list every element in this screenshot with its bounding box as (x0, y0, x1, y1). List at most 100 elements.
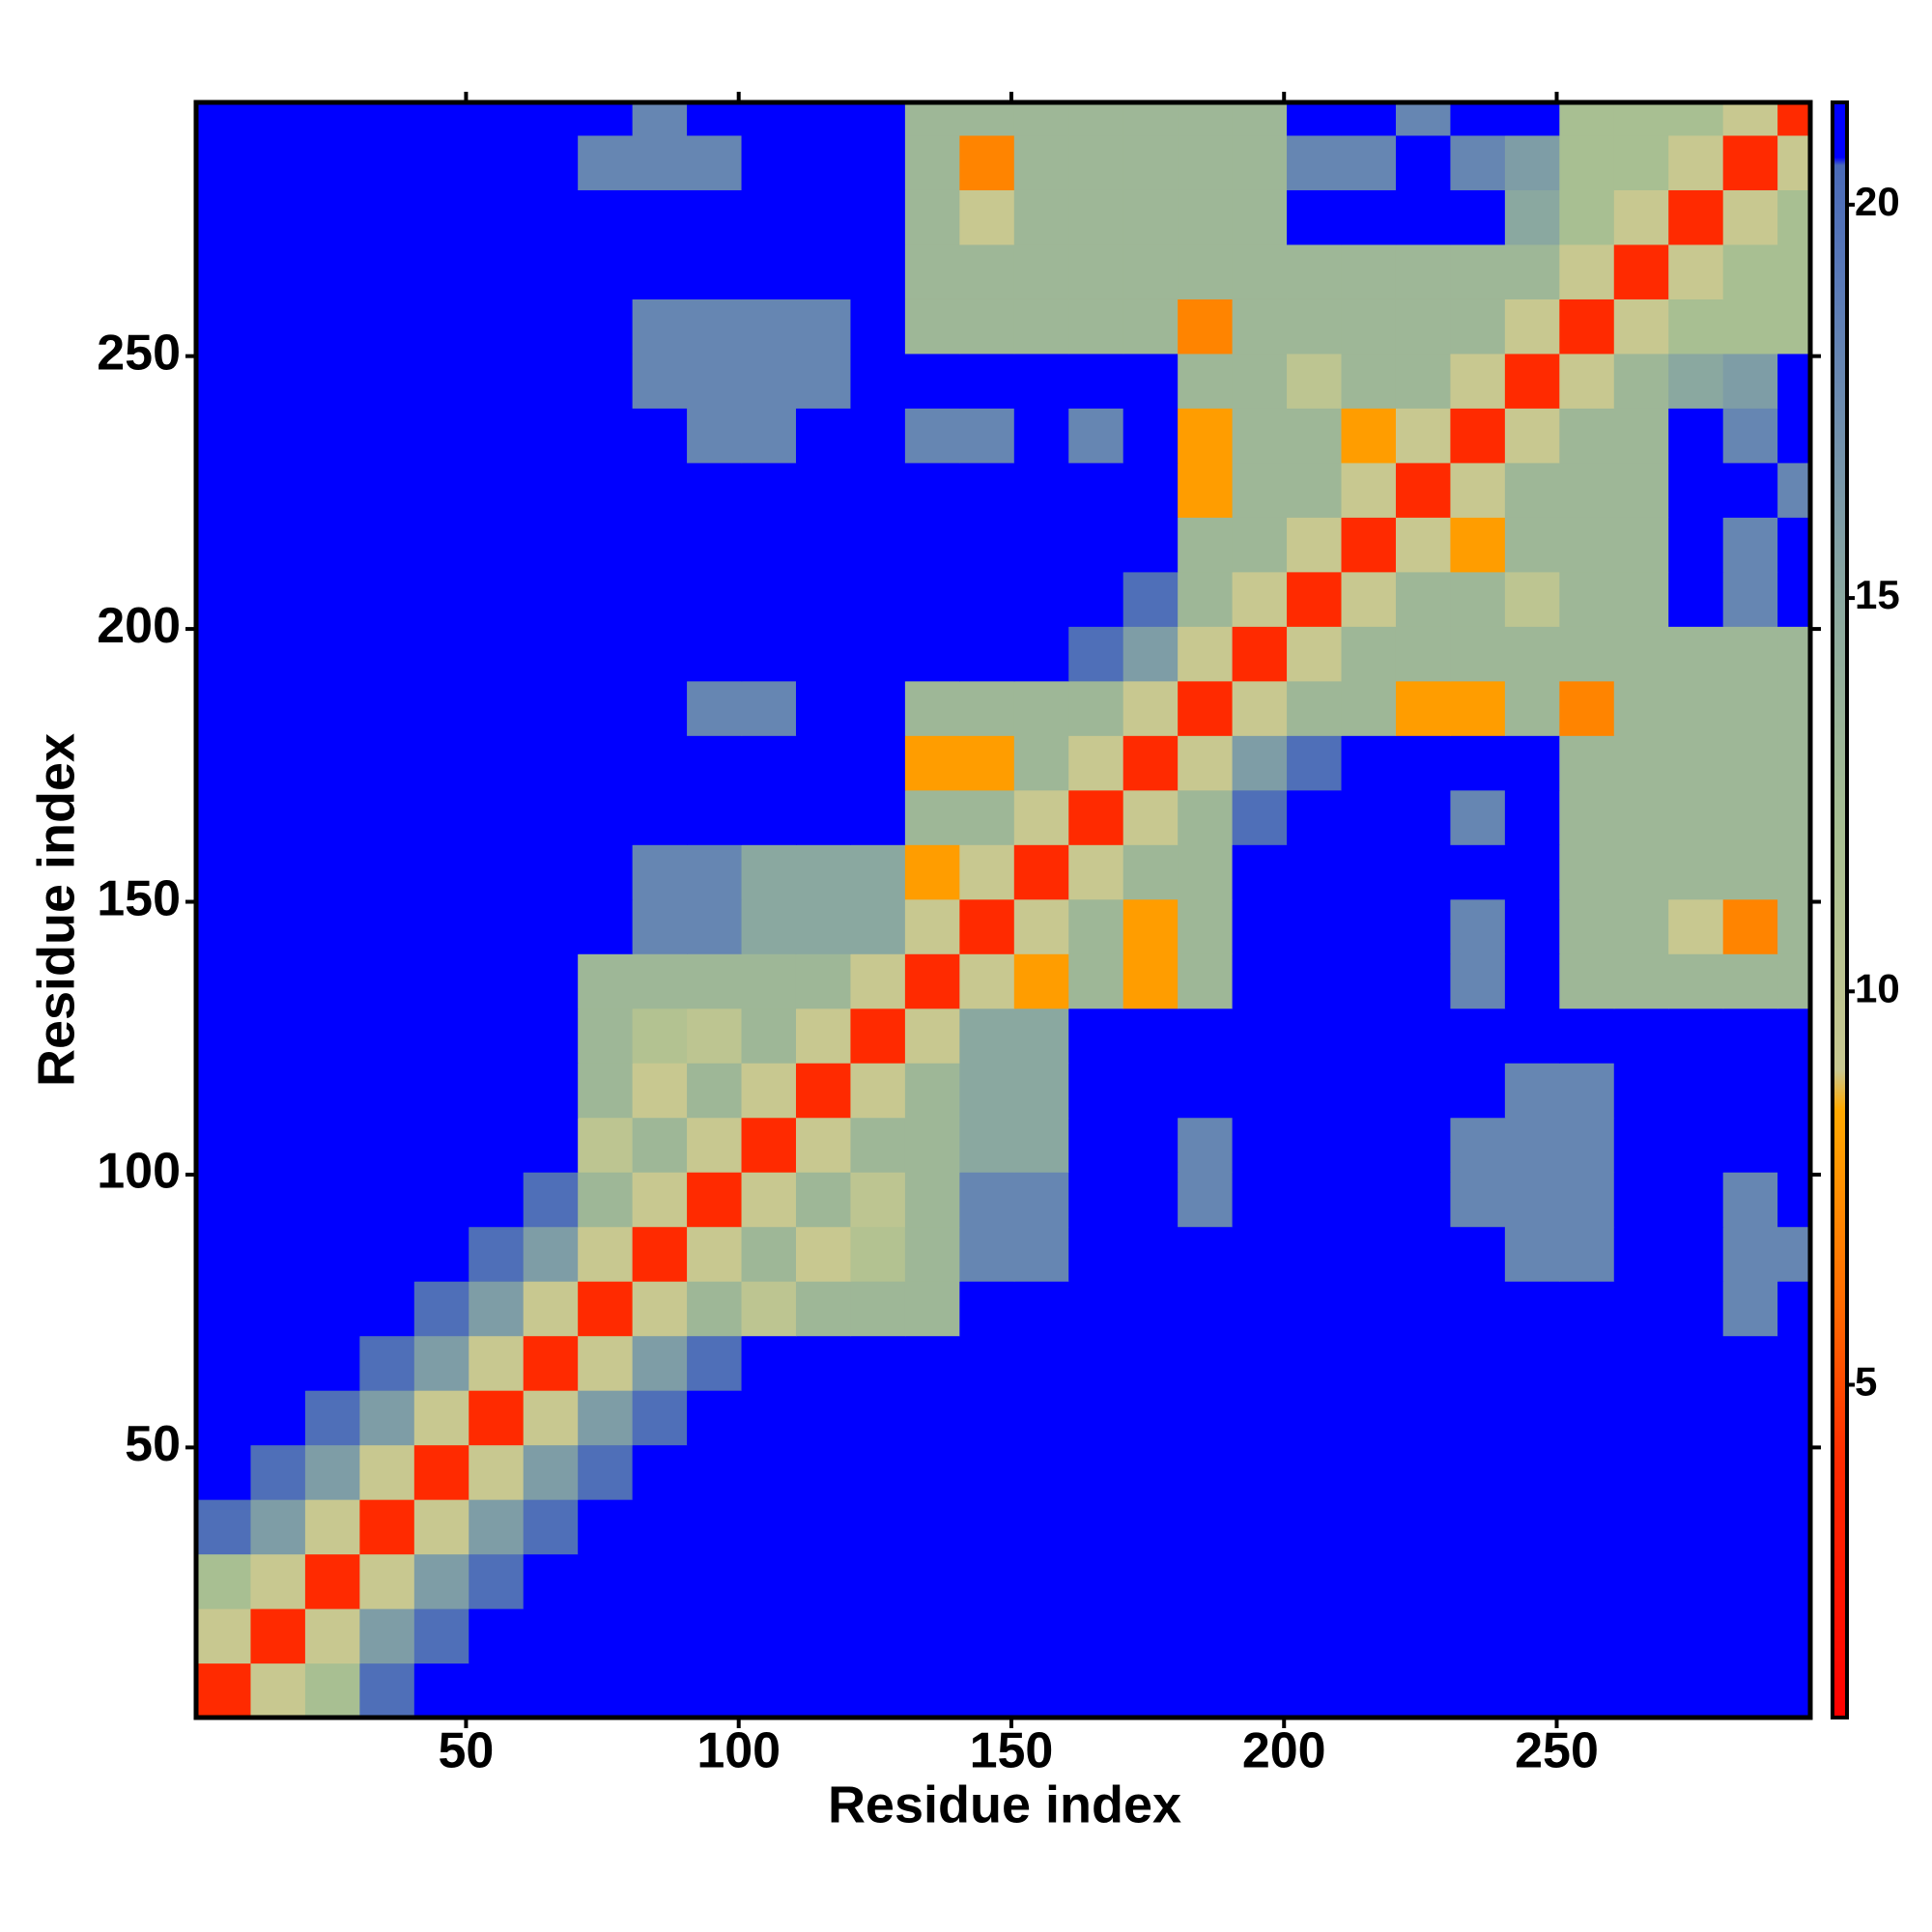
heatmap-cell (904, 102, 960, 136)
heatmap-cell (1613, 1553, 1669, 1609)
heatmap-cell (359, 243, 415, 299)
heatmap-cell (741, 1008, 797, 1064)
heatmap-cell (1232, 408, 1288, 464)
heatmap-cell (1068, 298, 1124, 355)
heatmap-cell (1722, 1335, 1778, 1391)
heatmap-cell (469, 1553, 525, 1609)
heatmap-cell (196, 1608, 252, 1664)
heatmap-cell (469, 789, 525, 845)
heatmap-cell (795, 1608, 852, 1664)
heatmap-cell (850, 102, 906, 136)
heatmap-cell (687, 789, 743, 845)
heatmap-cell (632, 189, 688, 245)
heatmap-cell (1122, 1335, 1179, 1391)
heatmap-cell (359, 462, 415, 518)
heatmap-cell (1178, 1281, 1234, 1337)
heatmap-cell (523, 134, 579, 190)
heatmap-cell (687, 1172, 743, 1228)
heatmap-cell (741, 517, 797, 573)
heatmap-cell (1178, 735, 1234, 791)
heatmap-cell (1232, 1553, 1288, 1609)
heatmap-cell (304, 1117, 360, 1173)
heatmap-cell (1559, 517, 1615, 573)
heatmap-cell (1722, 189, 1778, 245)
heatmap-cell (741, 1281, 797, 1337)
heatmap-cell (795, 571, 852, 627)
heatmap-cell (959, 1063, 1015, 1119)
heatmap-cell (687, 1063, 743, 1119)
heatmap-cell (959, 1662, 1015, 1719)
heatmap-cell (1504, 1226, 1560, 1282)
heatmap-cell (523, 789, 579, 845)
heatmap-cell (196, 735, 252, 791)
heatmap-cell (196, 1008, 252, 1064)
heatmap-cell (469, 1008, 525, 1064)
heatmap-cell (1559, 789, 1615, 845)
heatmap-cell (795, 1444, 852, 1500)
heatmap-cell (1613, 1499, 1669, 1555)
heatmap-cell (1722, 789, 1778, 845)
heatmap-cell (1559, 626, 1615, 682)
heatmap-cell (469, 189, 525, 245)
heatmap-cell (1777, 1226, 1811, 1282)
heatmap-cell (632, 134, 688, 190)
heatmap-cell (904, 1444, 960, 1500)
heatmap-cell (1450, 571, 1506, 627)
heatmap-cell (850, 1335, 906, 1391)
heatmap-cell (632, 1662, 688, 1719)
heatmap-cell (1341, 680, 1397, 736)
heatmap-cell (1122, 298, 1179, 355)
heatmap-cell (578, 735, 634, 791)
heatmap-cell (1613, 1444, 1669, 1500)
heatmap-cell (687, 1335, 743, 1391)
heatmap-cell (1232, 1117, 1288, 1173)
heatmap-cell (1232, 134, 1288, 190)
heatmap-cell (741, 1335, 797, 1391)
heatmap-cell (1613, 789, 1669, 845)
heatmap-cell (1668, 134, 1724, 190)
heatmap-cell (1287, 898, 1343, 954)
heatmap-cell (1232, 953, 1288, 1009)
heatmap-cell (1450, 243, 1506, 299)
heatmap-cell (1777, 1390, 1811, 1446)
heatmap-cell (1559, 462, 1615, 518)
heatmap-cell (196, 1063, 252, 1119)
heatmap-cell (523, 626, 579, 682)
heatmap-cell (959, 1499, 1015, 1555)
heatmap-cell (1559, 408, 1615, 464)
heatmap-cell (359, 517, 415, 573)
heatmap-cell (1068, 1608, 1124, 1664)
heatmap-cell (1722, 735, 1778, 791)
heatmap-cell (1450, 353, 1506, 409)
heatmap-cell (1504, 1662, 1560, 1719)
heatmap-cell (469, 1117, 525, 1173)
heatmap-cell (632, 1444, 688, 1500)
heatmap-cell (250, 102, 306, 136)
heatmap-cell (578, 517, 634, 573)
heatmap-cell (959, 626, 1015, 682)
heatmap-cell (1613, 1008, 1669, 1064)
heatmap-cell (850, 1608, 906, 1664)
heatmap-cell (1341, 517, 1397, 573)
heatmap-cell (687, 134, 743, 190)
heatmap-cell (1777, 1172, 1811, 1228)
heatmap-cell (1559, 1008, 1615, 1064)
heatmap-cell (413, 1281, 469, 1337)
heatmap-cell (469, 243, 525, 299)
heatmap-cell (795, 517, 852, 573)
heatmap-cell (1777, 102, 1811, 136)
heatmap-cell (469, 1063, 525, 1119)
heatmap-cell (904, 1226, 960, 1282)
heatmap-cell (1232, 102, 1288, 136)
heatmap-cell (959, 680, 1015, 736)
heatmap-cell (196, 680, 252, 736)
heatmap-cell (1068, 1226, 1124, 1282)
heatmap-cell (850, 571, 906, 627)
heatmap-cell (250, 243, 306, 299)
heatmap-cell (1068, 353, 1124, 409)
heatmap-cell (1450, 844, 1506, 900)
heatmap-cell (1122, 953, 1179, 1009)
heatmap-cell (1722, 626, 1778, 682)
heatmap-cell (1395, 789, 1452, 845)
